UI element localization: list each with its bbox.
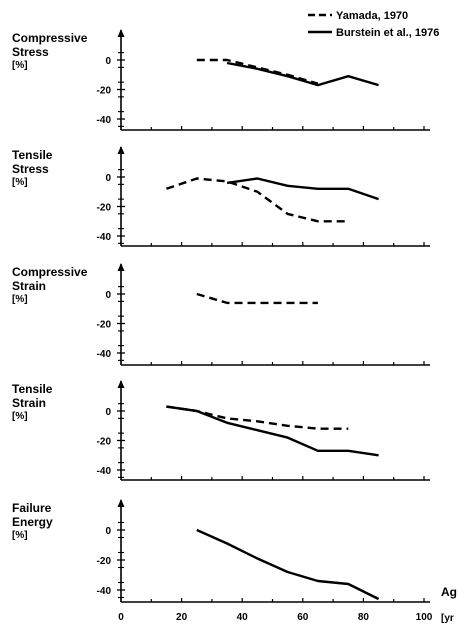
panel-title-line: Strain	[12, 396, 46, 410]
y-tick-label: -40	[97, 115, 112, 126]
panel-unit: [%]	[12, 411, 28, 422]
y-tick-label: -20	[97, 437, 112, 448]
x-tick-label: 20	[176, 612, 188, 623]
x-axis-label: Ag	[441, 585, 457, 599]
series-line-burstein	[226, 177, 379, 201]
y-tick-label: 0	[105, 56, 111, 67]
legend: Yamada, 1970 Burstein et al., 1976	[308, 10, 439, 39]
y-tick-label: 0	[105, 526, 111, 537]
series-line-burstein	[166, 405, 379, 457]
panel-title-line: Energy	[12, 515, 53, 529]
x-tick-label: 80	[358, 612, 370, 623]
y-tick-label: -40	[97, 586, 112, 597]
panel-title-line: Tensile	[12, 148, 53, 162]
series-line-burstein	[196, 528, 380, 601]
y-axis-arrow	[117, 146, 125, 154]
x-axis-unit: [yr	[441, 613, 454, 624]
panel-title-line: Compressive	[12, 31, 88, 45]
y-axis-arrow	[117, 380, 125, 388]
y-axis-arrow	[117, 263, 125, 271]
panel-title-line: Stress	[12, 45, 49, 59]
x-tick-label: 100	[416, 612, 433, 623]
panel-title-line: Failure	[12, 501, 52, 515]
y-tick-label: -20	[97, 320, 112, 331]
legend-label-yamada: Yamada, 1970	[336, 10, 408, 22]
panel-title-line: Compressive	[12, 265, 88, 279]
y-tick-label: -40	[97, 466, 112, 477]
y-tick-label: -20	[97, 556, 112, 567]
y-tick-label: 0	[105, 290, 111, 301]
panel-unit: [%]	[12, 60, 28, 71]
x-tick-label: 0	[118, 612, 124, 623]
series-line-burstein	[226, 61, 379, 87]
y-tick-label: -40	[97, 349, 112, 360]
series-line-yamada	[196, 292, 318, 305]
x-tick-label: 40	[237, 612, 249, 623]
series-line-yamada	[196, 58, 319, 85]
panel-title-line: Strain	[12, 279, 46, 293]
series-line-yamada	[166, 177, 349, 223]
y-tick-label: 0	[105, 173, 111, 184]
y-tick-label: -20	[97, 203, 112, 214]
panel-unit: [%]	[12, 177, 28, 188]
panel-title-line: Tensile	[12, 382, 53, 396]
panel-unit: [%]	[12, 294, 28, 305]
x-tick-label: 60	[297, 612, 309, 623]
y-tick-label: 0	[105, 407, 111, 418]
y-tick-label: -40	[97, 232, 112, 243]
legend-label-burstein: Burstein et al., 1976	[336, 27, 439, 39]
y-axis-arrow	[117, 499, 125, 507]
y-tick-label: -20	[97, 86, 112, 97]
y-axis-arrow	[117, 29, 125, 37]
panel-title-line: Stress	[12, 162, 49, 176]
panel-unit: [%]	[12, 530, 28, 541]
